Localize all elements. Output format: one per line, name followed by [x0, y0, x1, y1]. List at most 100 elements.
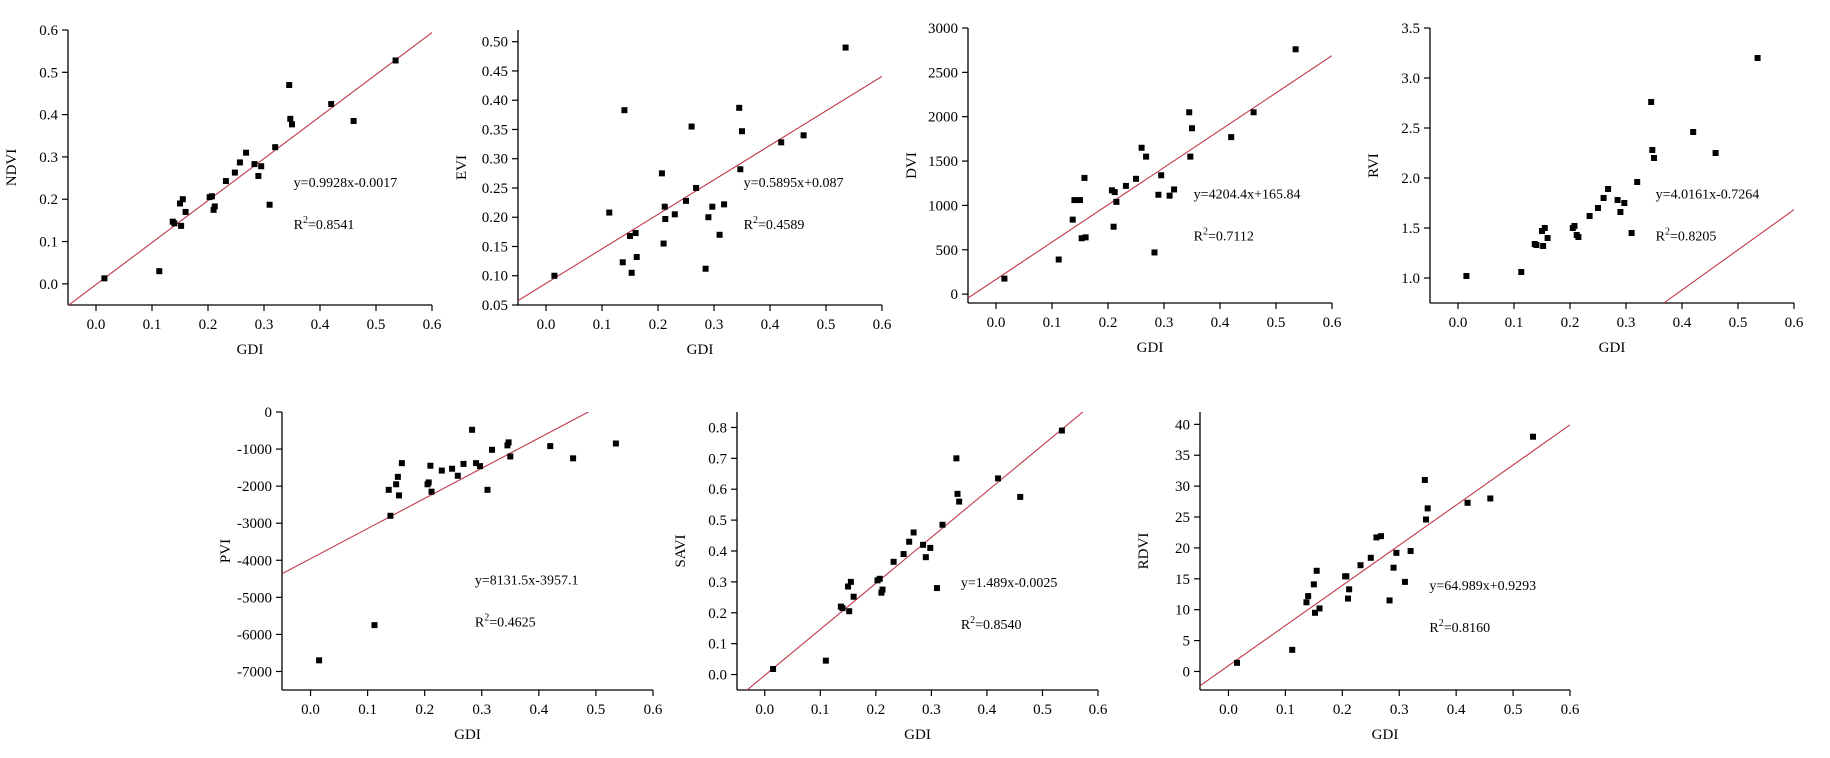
data-point	[939, 521, 946, 528]
data-point	[1648, 99, 1655, 105]
y-tick-label: 0.3	[708, 575, 727, 591]
data-point	[890, 558, 897, 565]
y-tick-label: 35	[1175, 448, 1190, 464]
y-tick-label: 0.2	[39, 192, 58, 208]
data-point	[846, 608, 853, 615]
regression-line	[68, 32, 432, 305]
r-squared-label: R2=0.4589	[744, 215, 805, 233]
x-tick-label: 0.2	[1099, 315, 1118, 331]
data-point	[177, 200, 183, 207]
x-axis-label: GDI	[454, 727, 481, 743]
data-point	[1421, 476, 1428, 483]
data-point	[1082, 234, 1089, 241]
x-axis-label: GDI	[1599, 340, 1626, 356]
data-point	[662, 215, 669, 222]
y-tick-label: 30	[1175, 479, 1190, 495]
data-point	[1189, 125, 1195, 132]
y-tick-label: 0.4	[708, 544, 727, 560]
data-point	[473, 460, 480, 467]
data-point	[1305, 593, 1312, 600]
y-tick-label: 15	[1175, 572, 1190, 588]
x-tick-label: 0.2	[1333, 702, 1352, 718]
x-tick-label: 0.5	[1729, 315, 1748, 331]
data-point	[1373, 534, 1380, 541]
r-squared-sup: 2	[303, 215, 308, 226]
x-tick-label: 0.5	[1033, 702, 1052, 718]
regression-line	[282, 412, 590, 575]
x-tick-label: 0.5	[1504, 702, 1523, 718]
y-tick-label: 0.40	[482, 93, 508, 109]
x-tick-label: 0.1	[1276, 702, 1295, 718]
y-tick-label: 0.15	[482, 239, 508, 255]
data-point	[1077, 197, 1083, 204]
y-tick-label: 0.50	[482, 35, 508, 51]
data-point	[658, 170, 665, 177]
x-tick-label: 0.2	[649, 317, 668, 333]
x-tick-label: 0.5	[587, 702, 606, 718]
data-point	[425, 479, 432, 486]
data-point	[1081, 174, 1088, 181]
data-point	[231, 169, 238, 176]
y-tick-label: 0.25	[482, 181, 508, 197]
data-point	[1586, 213, 1593, 219]
data-point	[1487, 495, 1494, 502]
data-point	[179, 196, 186, 203]
y-axis-label: NDVI	[4, 149, 20, 187]
y-tick-label: 500	[936, 243, 959, 259]
chart-rdvi: 0.0 0.1 0.2 0.3 0.4 0.5 0.6 0 5 10 15 20 25 30 35 40 GDI…	[1136, 412, 1580, 743]
y-axis-label: RVI	[1366, 153, 1382, 178]
data-point	[1155, 191, 1162, 198]
data-point	[847, 578, 854, 585]
data-point	[1151, 249, 1158, 256]
y-tick-label: 0.30	[482, 152, 508, 168]
regression-equation: y=64.989x+0.9293	[1429, 579, 1536, 594]
y-tick-label: 0.8	[708, 420, 727, 436]
x-tick-label: 0.1	[593, 317, 612, 333]
x-axis-label: GDI	[904, 727, 931, 743]
data-point	[1544, 235, 1551, 241]
chart-evi: 0.0 0.1 0.2 0.3 0.4 0.5 0.6 0.05 0.10 0.15 0.20 0.2…	[454, 30, 892, 358]
data-point	[739, 128, 745, 135]
y-tick-label: 0	[265, 405, 273, 421]
data-point	[954, 490, 961, 497]
r-squared-value: =0.4589	[758, 218, 804, 233]
regression-equation: y=4204.4x+165.84	[1194, 188, 1301, 203]
data-point	[1651, 155, 1657, 161]
data-point	[1605, 186, 1612, 192]
x-axis-label: GDI	[1372, 727, 1399, 743]
data-point	[927, 544, 934, 551]
data-point	[316, 657, 323, 664]
x-axis-label: GDI	[1137, 340, 1164, 356]
x-tick-label: 0.0	[87, 317, 106, 333]
data-point	[428, 488, 435, 495]
r-squared-value: =0.8540	[975, 618, 1021, 633]
x-tick-label: 0.1	[811, 702, 830, 718]
data-point	[460, 460, 467, 467]
data-point	[1017, 493, 1024, 500]
data-point	[633, 254, 640, 261]
y-axis-label: PVI	[218, 539, 234, 563]
data-point	[716, 231, 723, 238]
y-tick-label: 0	[951, 287, 959, 303]
r-squared-value: =0.8541	[308, 218, 354, 233]
x-tick-label: 0.2	[1561, 315, 1580, 331]
regression-equation: y=1.489x-0.0025	[961, 576, 1058, 591]
y-tick-label: 1000	[928, 198, 958, 214]
data-point	[693, 184, 700, 191]
r-squared-prefix: R	[294, 218, 304, 233]
data-point	[236, 159, 243, 166]
y-tick-label: 20	[1175, 541, 1190, 557]
x-tick-label: 0.3	[1390, 702, 1409, 718]
data-point	[1289, 646, 1296, 653]
regression-equation: y=8131.5x-3957.1	[475, 573, 579, 588]
x-tick-label: 0.5	[367, 317, 386, 333]
y-axis-label: RDVI	[1136, 533, 1152, 570]
y-tick-label: 0.6	[39, 23, 58, 39]
y-tick-label: 40	[1175, 417, 1190, 433]
y-tick-label: 0	[1183, 664, 1191, 680]
data-point	[489, 446, 496, 453]
r-squared-sup: 2	[753, 215, 758, 226]
data-point	[1311, 609, 1318, 616]
data-point	[469, 426, 476, 433]
data-point	[1111, 189, 1118, 196]
